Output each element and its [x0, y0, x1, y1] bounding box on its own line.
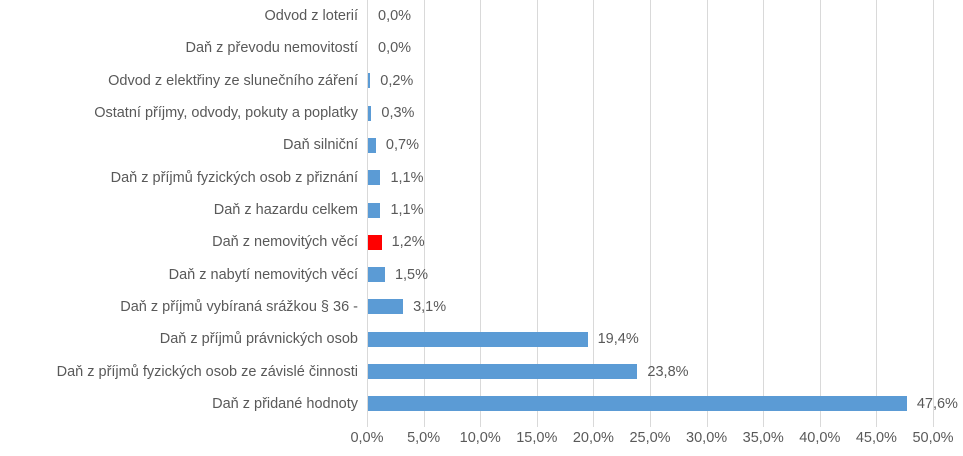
category-label: Daň z příjmů právnických osob	[159, 331, 358, 348]
x-axis-tick-label: 50,0%	[912, 430, 954, 446]
bar-series	[368, 105, 372, 121]
bar-series	[368, 331, 588, 347]
gridline-20,0%	[593, 0, 595, 420]
data-label: 0,0%	[378, 40, 412, 57]
gridline-0,0%	[367, 0, 368, 420]
gridline-35,0%	[763, 0, 765, 420]
axis-tick	[423, 420, 425, 427]
bar-series	[368, 73, 371, 89]
data-label: 1,1%	[390, 169, 424, 186]
data-label: 1,5%	[394, 266, 429, 283]
bar-series	[368, 364, 638, 380]
category-label: Odvod z elektřiny ze slunečního záření	[108, 72, 358, 89]
data-label: 1,1%	[390, 201, 424, 218]
category-label: Daň z přidané hodnoty	[212, 395, 358, 412]
gridline-15,0%	[536, 0, 538, 420]
x-axis-tick-label: 5,0%	[407, 430, 441, 446]
x-axis-tick-label: 35,0%	[742, 430, 784, 446]
axis-tick	[876, 420, 878, 427]
axis-tick	[706, 420, 708, 427]
data-label: 19,4%	[597, 331, 639, 348]
gridline-45,0%	[876, 0, 878, 420]
category-label: Daň silniční	[283, 137, 358, 154]
bar-series	[368, 267, 385, 283]
x-axis-tick-label: 15,0%	[516, 430, 558, 446]
gridline-30,0%	[706, 0, 708, 420]
data-label: 0,3%	[381, 105, 415, 122]
gridline-40,0%	[819, 0, 821, 420]
axis-tick	[763, 420, 765, 427]
category-label: Daň z příjmů fyzických osob z přiznání	[110, 169, 358, 186]
x-axis-tick-label: 25,0%	[629, 430, 671, 446]
axis-tick	[593, 420, 595, 427]
x-axis-tick-label: 30,0%	[686, 430, 728, 446]
bar-series	[368, 202, 381, 218]
category-label: Daň z převodu nemovitostí	[185, 40, 358, 57]
bar-series	[368, 299, 404, 315]
x-axis-tick-label: 40,0%	[799, 430, 841, 446]
category-label: Daň z příjmů fyzických osob ze závislé č…	[56, 363, 358, 380]
data-label: 1,2%	[391, 234, 425, 251]
bar-series	[368, 396, 907, 412]
gridline-50,0%	[933, 0, 934, 420]
x-axis-tick-label: 10,0%	[459, 430, 501, 446]
axis-tick	[819, 420, 821, 427]
category-label: Daň z hazardu celkem	[213, 201, 358, 218]
category-label: Ostatní příjmy, odvody, pokuty a poplatk…	[94, 105, 358, 122]
category-label: Daň z nabytí nemovitých věcí	[168, 266, 358, 283]
data-label: 47,6%	[916, 395, 958, 412]
data-label: 0,7%	[385, 137, 419, 154]
data-label: 0,2%	[380, 72, 414, 89]
gridline-5,0%	[423, 0, 425, 420]
category-label: Daň z příjmů vybíraná srážkou § 36 -	[120, 298, 358, 315]
x-axis-tick-label: 0,0%	[350, 430, 384, 446]
data-label: 3,1%	[413, 298, 447, 315]
axis-tick	[536, 420, 538, 427]
x-axis-tick-label: 20,0%	[572, 430, 614, 446]
bar-series	[368, 137, 376, 153]
bar-highlighted	[368, 234, 382, 250]
category-label: Odvod z loterií	[264, 8, 359, 25]
gridline-10,0%	[480, 0, 482, 420]
gridline-25,0%	[650, 0, 651, 420]
data-label: 0,0%	[378, 8, 412, 25]
category-label: Daň z nemovitých věcí	[212, 234, 358, 251]
x-axis-tick-label: 45,0%	[855, 430, 897, 446]
data-label: 23,8%	[647, 363, 689, 380]
axis-tick	[480, 420, 482, 427]
bar-series	[368, 170, 381, 186]
axis-tick	[933, 420, 934, 427]
axis-tick	[367, 420, 368, 427]
axis-tick	[650, 420, 651, 427]
